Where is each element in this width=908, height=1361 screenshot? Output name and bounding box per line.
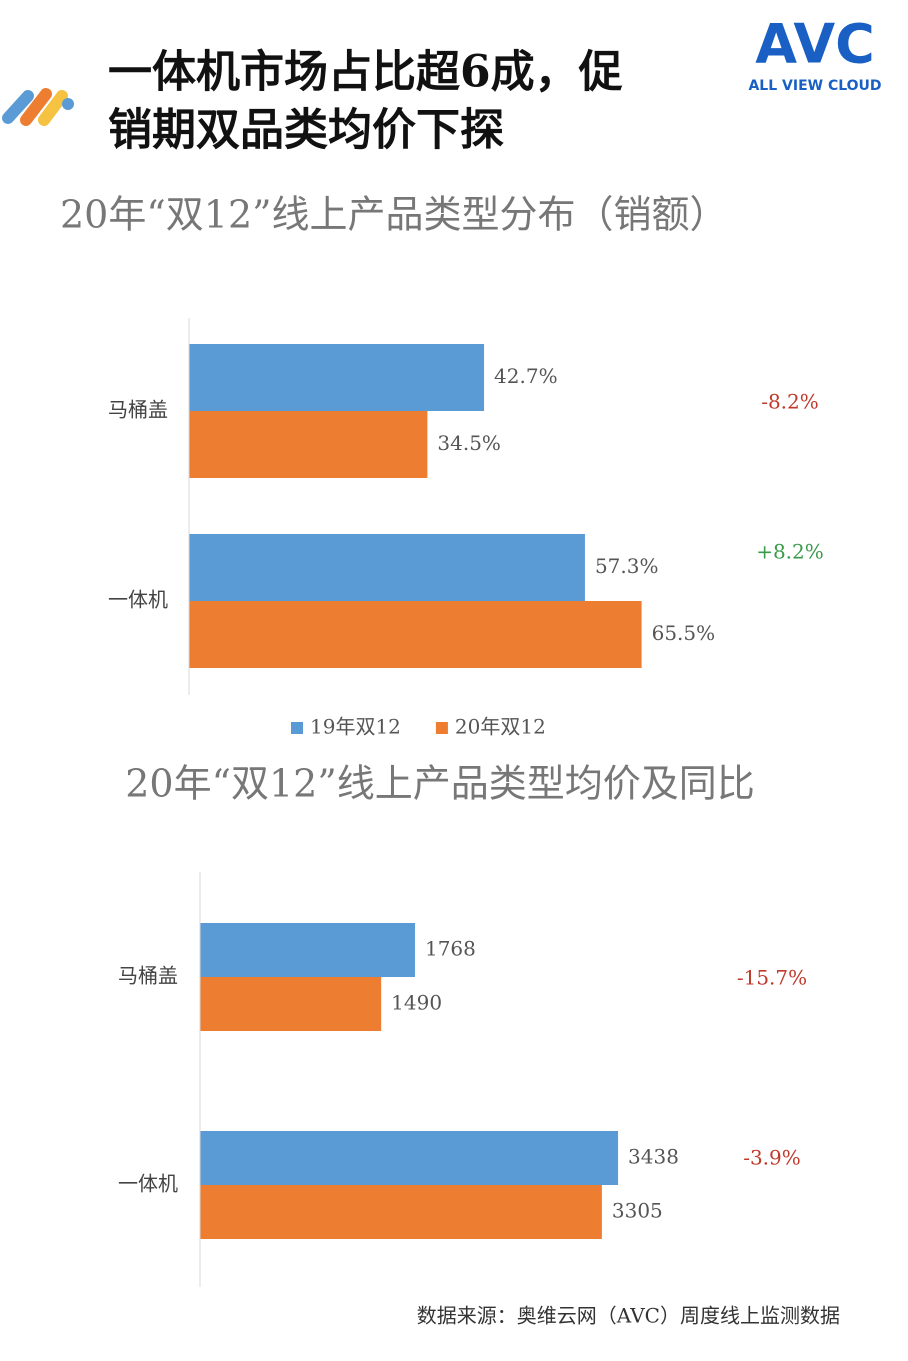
category-label: 马桶盖 [108, 398, 168, 422]
value-label: 42.7% [494, 364, 558, 388]
value-label: 57.3% [595, 554, 659, 578]
chart-title: 20年“双12”线上产品类型分布（销额） [60, 193, 728, 237]
category-label: 一体机 [118, 1172, 178, 1196]
bar [200, 977, 382, 1031]
bar [189, 411, 428, 478]
decor-stripes [2, 88, 74, 126]
value-label: 34.5% [437, 431, 501, 455]
legend-label: 19年双12 [310, 715, 401, 739]
bar [200, 923, 415, 977]
source: 数据来源：奥维云网（AVC）周度线上监测数据 [417, 1304, 840, 1328]
annotation: +8.2% [756, 540, 824, 564]
annotation: -3.9% [743, 1146, 801, 1170]
value-label: 1768 [425, 937, 476, 961]
bar [189, 344, 485, 411]
value-label: 65.5% [652, 621, 716, 645]
header-title: 一体机市场占比超6成，促 [108, 47, 623, 98]
bar [189, 534, 585, 601]
chart-title: 20年“双12”线上产品类型均价及同比 [125, 762, 755, 806]
bar [200, 1185, 602, 1239]
logo-sub: ALL VIEW CLOUD [748, 78, 881, 94]
legend-swatch [291, 722, 303, 734]
annotation: -15.7% [737, 966, 807, 990]
value-label: 3438 [628, 1145, 679, 1169]
category-label: 马桶盖 [118, 964, 178, 988]
legend-label: 20年双12 [455, 715, 546, 739]
annotation: -8.2% [761, 390, 819, 414]
bar [189, 601, 642, 668]
bar [200, 1131, 619, 1185]
header-title: 销期双品类均价下探 [108, 105, 504, 156]
category-label: 一体机 [108, 588, 168, 612]
logo: AVC [755, 13, 875, 76]
legend-swatch [435, 722, 448, 734]
value-label: 1490 [391, 991, 442, 1015]
value-label: 3305 [612, 1199, 663, 1223]
